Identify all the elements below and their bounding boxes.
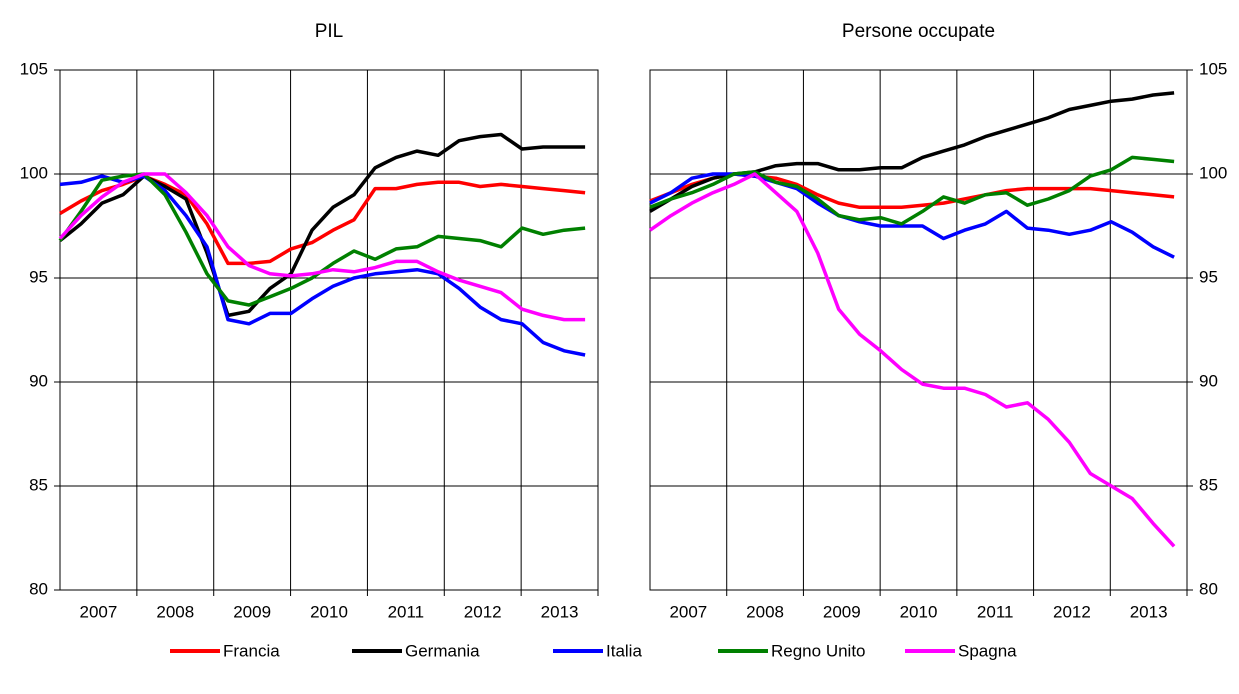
x-tick-label: 2011	[977, 602, 1014, 621]
y-tick-label: 95	[1199, 267, 1218, 286]
x-tick-label: 2010	[900, 602, 938, 621]
plot-frame	[59, 69, 599, 591]
x-tick-label: 2013	[541, 602, 579, 621]
series-line	[58, 172, 586, 322]
series-line	[649, 155, 1175, 226]
legend-label: Spagna	[958, 641, 1017, 660]
chart-title: Persone occupate	[842, 21, 995, 42]
y-tick-label: 85	[1199, 475, 1218, 494]
x-tick-label: 2012	[1053, 602, 1091, 621]
y-tick-label: 90	[29, 371, 48, 390]
y-tick-label: 100	[1199, 163, 1227, 182]
x-tick-label: 2011	[388, 602, 425, 621]
x-tick-label: 2008	[156, 602, 194, 621]
x-tick-label: 2007	[669, 602, 707, 621]
chart-title: PIL	[315, 21, 344, 42]
series-line	[649, 172, 1175, 210]
legend-label: Francia	[223, 641, 280, 660]
series-line	[58, 172, 586, 307]
plot-frame	[649, 69, 1188, 591]
legend-label: Italia	[606, 641, 642, 660]
x-tick-label: 2009	[233, 602, 271, 621]
x-tick-label: 2007	[80, 602, 118, 621]
x-tick-label: 2013	[1130, 602, 1168, 621]
legend-label: Regno Unito	[771, 641, 866, 660]
x-tick-label: 2008	[746, 602, 784, 621]
y-tick-label: 95	[29, 267, 48, 286]
series-line	[649, 91, 1175, 213]
y-tick-label: 80	[1199, 579, 1218, 598]
legend-label: Germania	[405, 641, 480, 660]
x-tick-label: 2012	[464, 602, 502, 621]
x-tick-label: 2009	[823, 602, 861, 621]
series-line	[58, 132, 586, 318]
series-line	[59, 174, 586, 357]
y-tick-label: 105	[20, 59, 48, 78]
y-tick-label: 90	[1199, 371, 1218, 390]
series-line	[649, 172, 1176, 548]
y-tick-label: 85	[29, 475, 48, 494]
y-tick-label: 105	[1199, 59, 1227, 78]
x-tick-label: 2010	[310, 602, 348, 621]
y-tick-label: 100	[20, 163, 48, 182]
y-tick-label: 80	[29, 579, 48, 598]
